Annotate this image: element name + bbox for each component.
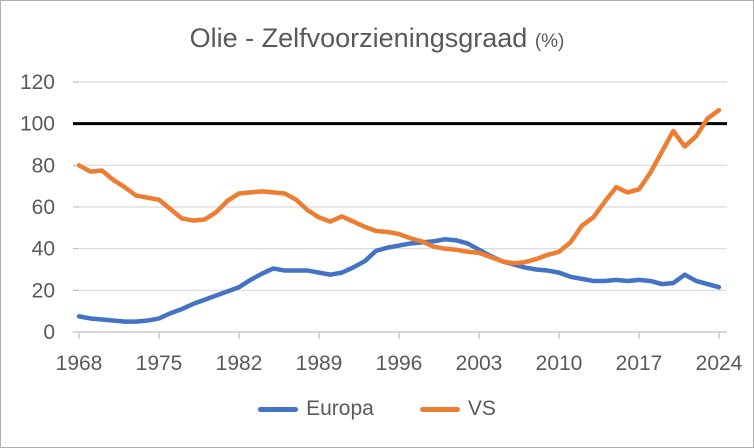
y-tick-label: 100 (20, 113, 55, 136)
vs-line (76, 107, 722, 266)
europa-legend-label: Europa (306, 397, 374, 420)
x-tick-label: 1982 (216, 352, 263, 375)
x-tick-label: 1968 (56, 352, 103, 375)
x-tick-label: 1975 (136, 352, 183, 375)
x-tick-label: 2024 (696, 352, 743, 375)
y-tick-label: 80 (32, 154, 55, 177)
vs-line-swatch (419, 406, 460, 412)
vs-legend-label: VS (467, 397, 496, 420)
europa-line (76, 237, 722, 324)
x-tick-label: 1989 (296, 352, 343, 375)
chart-title-text: Olie - Zelfvoorzieningsgraad (189, 23, 528, 53)
y-tick-label: 120 (20, 71, 55, 94)
x-tick-label: 2003 (456, 352, 503, 375)
legend: Europa VS (1, 397, 753, 421)
europa-line-swatch (258, 406, 299, 412)
legend-item-europa: Europa (258, 397, 374, 421)
y-tick-label: 40 (32, 238, 55, 261)
x-tick-label: 2010 (536, 352, 583, 375)
x-tick-label: 2017 (616, 352, 663, 375)
y-tick-label: 60 (32, 196, 55, 219)
y-tick-label: 20 (32, 279, 55, 302)
legend-item-vs: VS (419, 397, 496, 421)
x-tick-label: 1996 (376, 352, 423, 375)
chart-title-unit: (%) (534, 31, 565, 52)
y-tick-label: 0 (43, 321, 55, 344)
chart-title: Olie - Zelfvoorzieningsgraad (%) (1, 20, 753, 60)
